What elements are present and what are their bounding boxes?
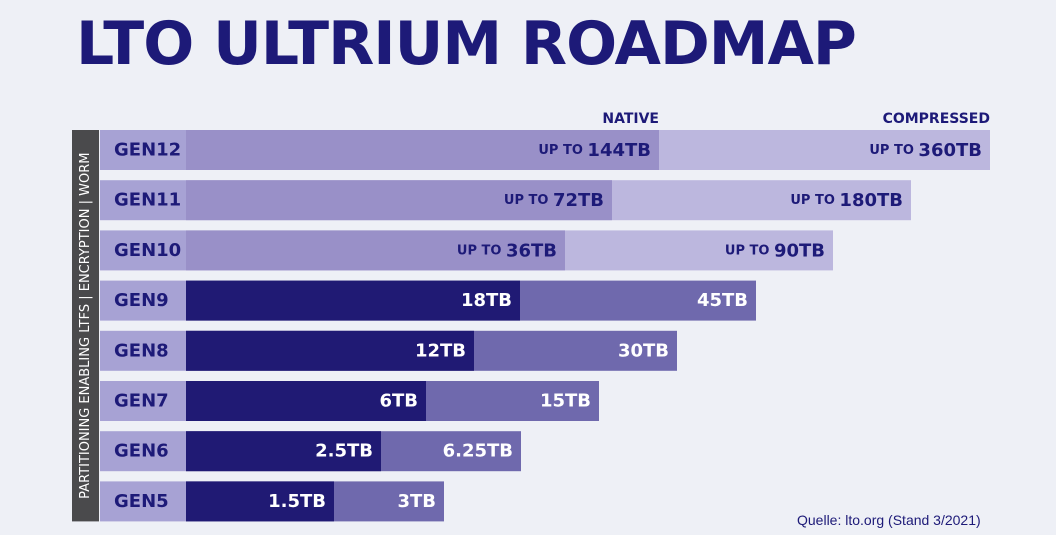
label-native-gen7: 6TB: [379, 391, 418, 412]
gen-label-gen7: GEN7: [114, 391, 169, 412]
bar-native-gen6: [186, 431, 381, 472]
bar-native-gen11: [186, 180, 612, 221]
gen-label-bg-gen6: [100, 431, 186, 472]
gen-label-bg-gen12: [100, 130, 186, 170]
label-compressed-gen9: 45TB: [697, 290, 748, 311]
gen-label-gen12: GEN12: [114, 140, 181, 161]
label-compressed-gen11: UP TO 180TB: [790, 190, 903, 211]
label-native-gen5: 1.5TB: [268, 491, 326, 512]
gen-label-bg-gen7: [100, 381, 186, 421]
chart-title: LTO ULTRIUM ROADMAP: [76, 9, 857, 79]
side-band: [72, 130, 99, 522]
label-native-gen9: 18TB: [461, 290, 512, 311]
gen-label-gen8: GEN8: [114, 340, 169, 361]
bar-native-gen10: [186, 230, 565, 271]
gen-label-bg-gen10: [100, 230, 186, 271]
label-compressed-gen10: UP TO 90TB: [725, 240, 825, 261]
gen-label-gen11: GEN11: [114, 190, 181, 211]
gen-label-bg-gen8: [100, 330, 186, 371]
header-native: NATIVE: [602, 111, 659, 127]
bar-native-gen8: [186, 330, 474, 371]
label-native-gen6: 2.5TB: [315, 441, 373, 462]
gen-label-bg-gen5: [100, 481, 186, 522]
label-compressed-gen5: 3TB: [397, 491, 436, 512]
gen-label-gen9: GEN9: [114, 290, 169, 311]
gen-label-bg-gen11: [100, 180, 186, 221]
side-label: PARTITIONING ENABLING LTFS | ENCRYPTION …: [78, 153, 93, 499]
label-compressed-gen7: 15TB: [540, 391, 591, 412]
gen-label-gen10: GEN10: [114, 240, 181, 261]
label-native-gen12: UP TO 144TB: [538, 140, 651, 161]
bar-native-gen7: [186, 381, 426, 421]
label-compressed-gen8: 30TB: [618, 340, 669, 361]
label-native-gen11: UP TO 72TB: [504, 190, 604, 211]
gen-label-bg-gen9: [100, 280, 186, 321]
bar-native-gen9: [186, 280, 520, 321]
label-compressed-gen6: 6.25TB: [443, 441, 513, 462]
gen-label-gen6: GEN6: [114, 441, 169, 462]
label-native-gen8: 12TB: [415, 340, 466, 361]
bar-native-gen12: [186, 130, 659, 170]
label-compressed-gen12: UP TO 360TB: [869, 140, 982, 161]
label-native-gen10: UP TO 36TB: [457, 240, 557, 261]
bar-native-gen5: [186, 481, 334, 522]
source-note: Quelle: lto.org (Stand 3/2021): [797, 512, 981, 528]
gen-label-gen5: GEN5: [114, 491, 169, 512]
header-compressed: COMPRESSED: [883, 111, 990, 127]
